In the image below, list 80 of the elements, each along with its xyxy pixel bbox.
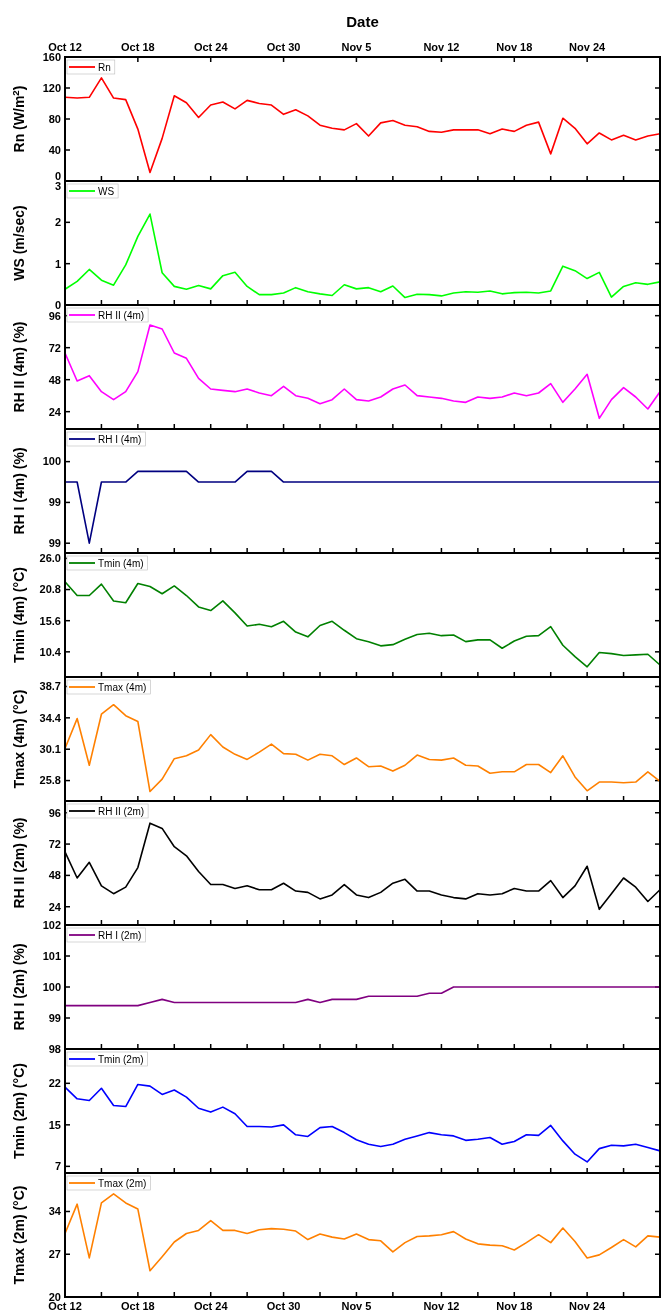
- y-tick-label: 2: [54, 216, 61, 229]
- y-tick-label: 72: [48, 837, 61, 850]
- y-tick-label: 120: [42, 81, 61, 94]
- y-tick-label: 25.8: [39, 774, 61, 787]
- line-series: [64, 1083, 661, 1163]
- line-series: [64, 703, 661, 793]
- y-tick-label: 1: [54, 257, 61, 270]
- y-tick-label: 7: [54, 1160, 61, 1173]
- y-tick-label: 20: [48, 1290, 61, 1303]
- y-tick-label: 10.4: [39, 645, 62, 658]
- y-axis-title: RH I (4m) (%): [11, 447, 27, 535]
- y-tick-label: 24: [48, 900, 62, 913]
- legend-label: RH I (4m): [98, 433, 142, 445]
- legend-label: RH I (2m): [98, 929, 142, 941]
- y-tick-label: 26.0: [39, 552, 61, 565]
- y-tick-label: 40: [48, 143, 61, 156]
- legend-label: RH II (4m): [98, 309, 145, 321]
- y-tick-label: 20.8: [39, 583, 61, 596]
- y-tick-label: 99: [48, 496, 61, 509]
- line-series: [64, 986, 661, 1007]
- y-tick-label: 27: [48, 1248, 61, 1261]
- y-tick-label: 101: [42, 949, 61, 962]
- legend-label: Tmin (4m): [98, 557, 144, 569]
- y-tick-label: 80: [48, 112, 61, 125]
- y-tick-label: 72: [48, 341, 61, 354]
- y-tick-label: 22: [48, 1077, 61, 1090]
- y-tick-label: 15: [48, 1118, 61, 1131]
- x-tick-label: Nov 12: [423, 1300, 460, 1312]
- y-tick-label: 102: [42, 918, 61, 931]
- x2-axis-title: Date: [346, 13, 379, 30]
- x-tick-label: Nov 18: [496, 1300, 533, 1312]
- x-tick-label: Nov 24: [569, 1300, 607, 1312]
- x-tick-label: Oct 18: [121, 1300, 155, 1312]
- y-tick-label: 48: [48, 869, 61, 882]
- y-axis-title: Tmin (4m) (°C): [11, 567, 27, 663]
- line-series: [64, 1192, 661, 1272]
- legend-label: Tmax (4m): [98, 681, 147, 693]
- y-axis-title: Tmax (4m) (°C): [11, 689, 27, 789]
- x-tick-label: Nov 5: [341, 1300, 372, 1312]
- legend-label: Rn: [98, 61, 111, 73]
- y-tick-label: 96: [48, 806, 61, 819]
- line-series: [64, 580, 661, 668]
- y-tick-label: 100: [42, 980, 61, 993]
- x2-tick-label: Nov 24: [569, 41, 607, 53]
- x2-tick-label: Oct 12: [48, 41, 82, 53]
- y-axis-title: Tmin (2m) (°C): [11, 1063, 27, 1159]
- y-tick-label: 96: [48, 309, 61, 322]
- y-tick-label: 99: [48, 537, 61, 550]
- line-series: [64, 324, 661, 420]
- legend-label: WS: [98, 185, 115, 197]
- x-tick-label: Oct 30: [266, 1300, 301, 1312]
- y-tick-label: 24: [48, 405, 62, 418]
- legend-label: Tmax (2m): [98, 1177, 147, 1189]
- x2-tick-label: Oct 24: [193, 41, 229, 53]
- y-axis-title: RH I (2m) (%): [11, 943, 27, 1031]
- y-axis-title: RH II (2m) (%): [11, 817, 27, 909]
- y-tick-label: 30.1: [39, 743, 61, 756]
- x2-tick-label: Oct 18: [121, 41, 155, 53]
- x2-tick-label: Nov 18: [496, 41, 533, 53]
- y-tick-label: 0: [54, 298, 61, 311]
- y-tick-label: 34: [48, 1205, 62, 1218]
- x2-tick-label: Nov 5: [341, 41, 372, 53]
- legend-label: RH II (2m): [98, 805, 145, 817]
- line-series: [64, 77, 661, 174]
- legend-label: Tmin (2m): [98, 1053, 144, 1065]
- y-tick-label: 99: [48, 1011, 61, 1024]
- x-tick-label: Oct 24: [193, 1300, 229, 1312]
- y-tick-label: 160: [42, 50, 61, 63]
- y-axis-title: Tmax (2m) (°C): [11, 1185, 27, 1285]
- y-tick-label: 34.4: [39, 711, 62, 724]
- x-tick-label: Oct 12: [48, 1300, 82, 1312]
- y-tick-label: 15.6: [39, 614, 61, 627]
- y-tick-label: 98: [48, 1042, 61, 1055]
- x2-tick-label: Oct 30: [266, 41, 301, 53]
- y-tick-label: 100: [42, 455, 61, 468]
- x2-tick-label: Nov 12: [423, 41, 460, 53]
- y-axis-title: RH II (4m) (%): [11, 321, 27, 413]
- y-tick-label: 48: [48, 373, 61, 386]
- y-tick-label: 38.7: [39, 680, 61, 693]
- y-axis-title: WS (m/sec): [11, 205, 27, 281]
